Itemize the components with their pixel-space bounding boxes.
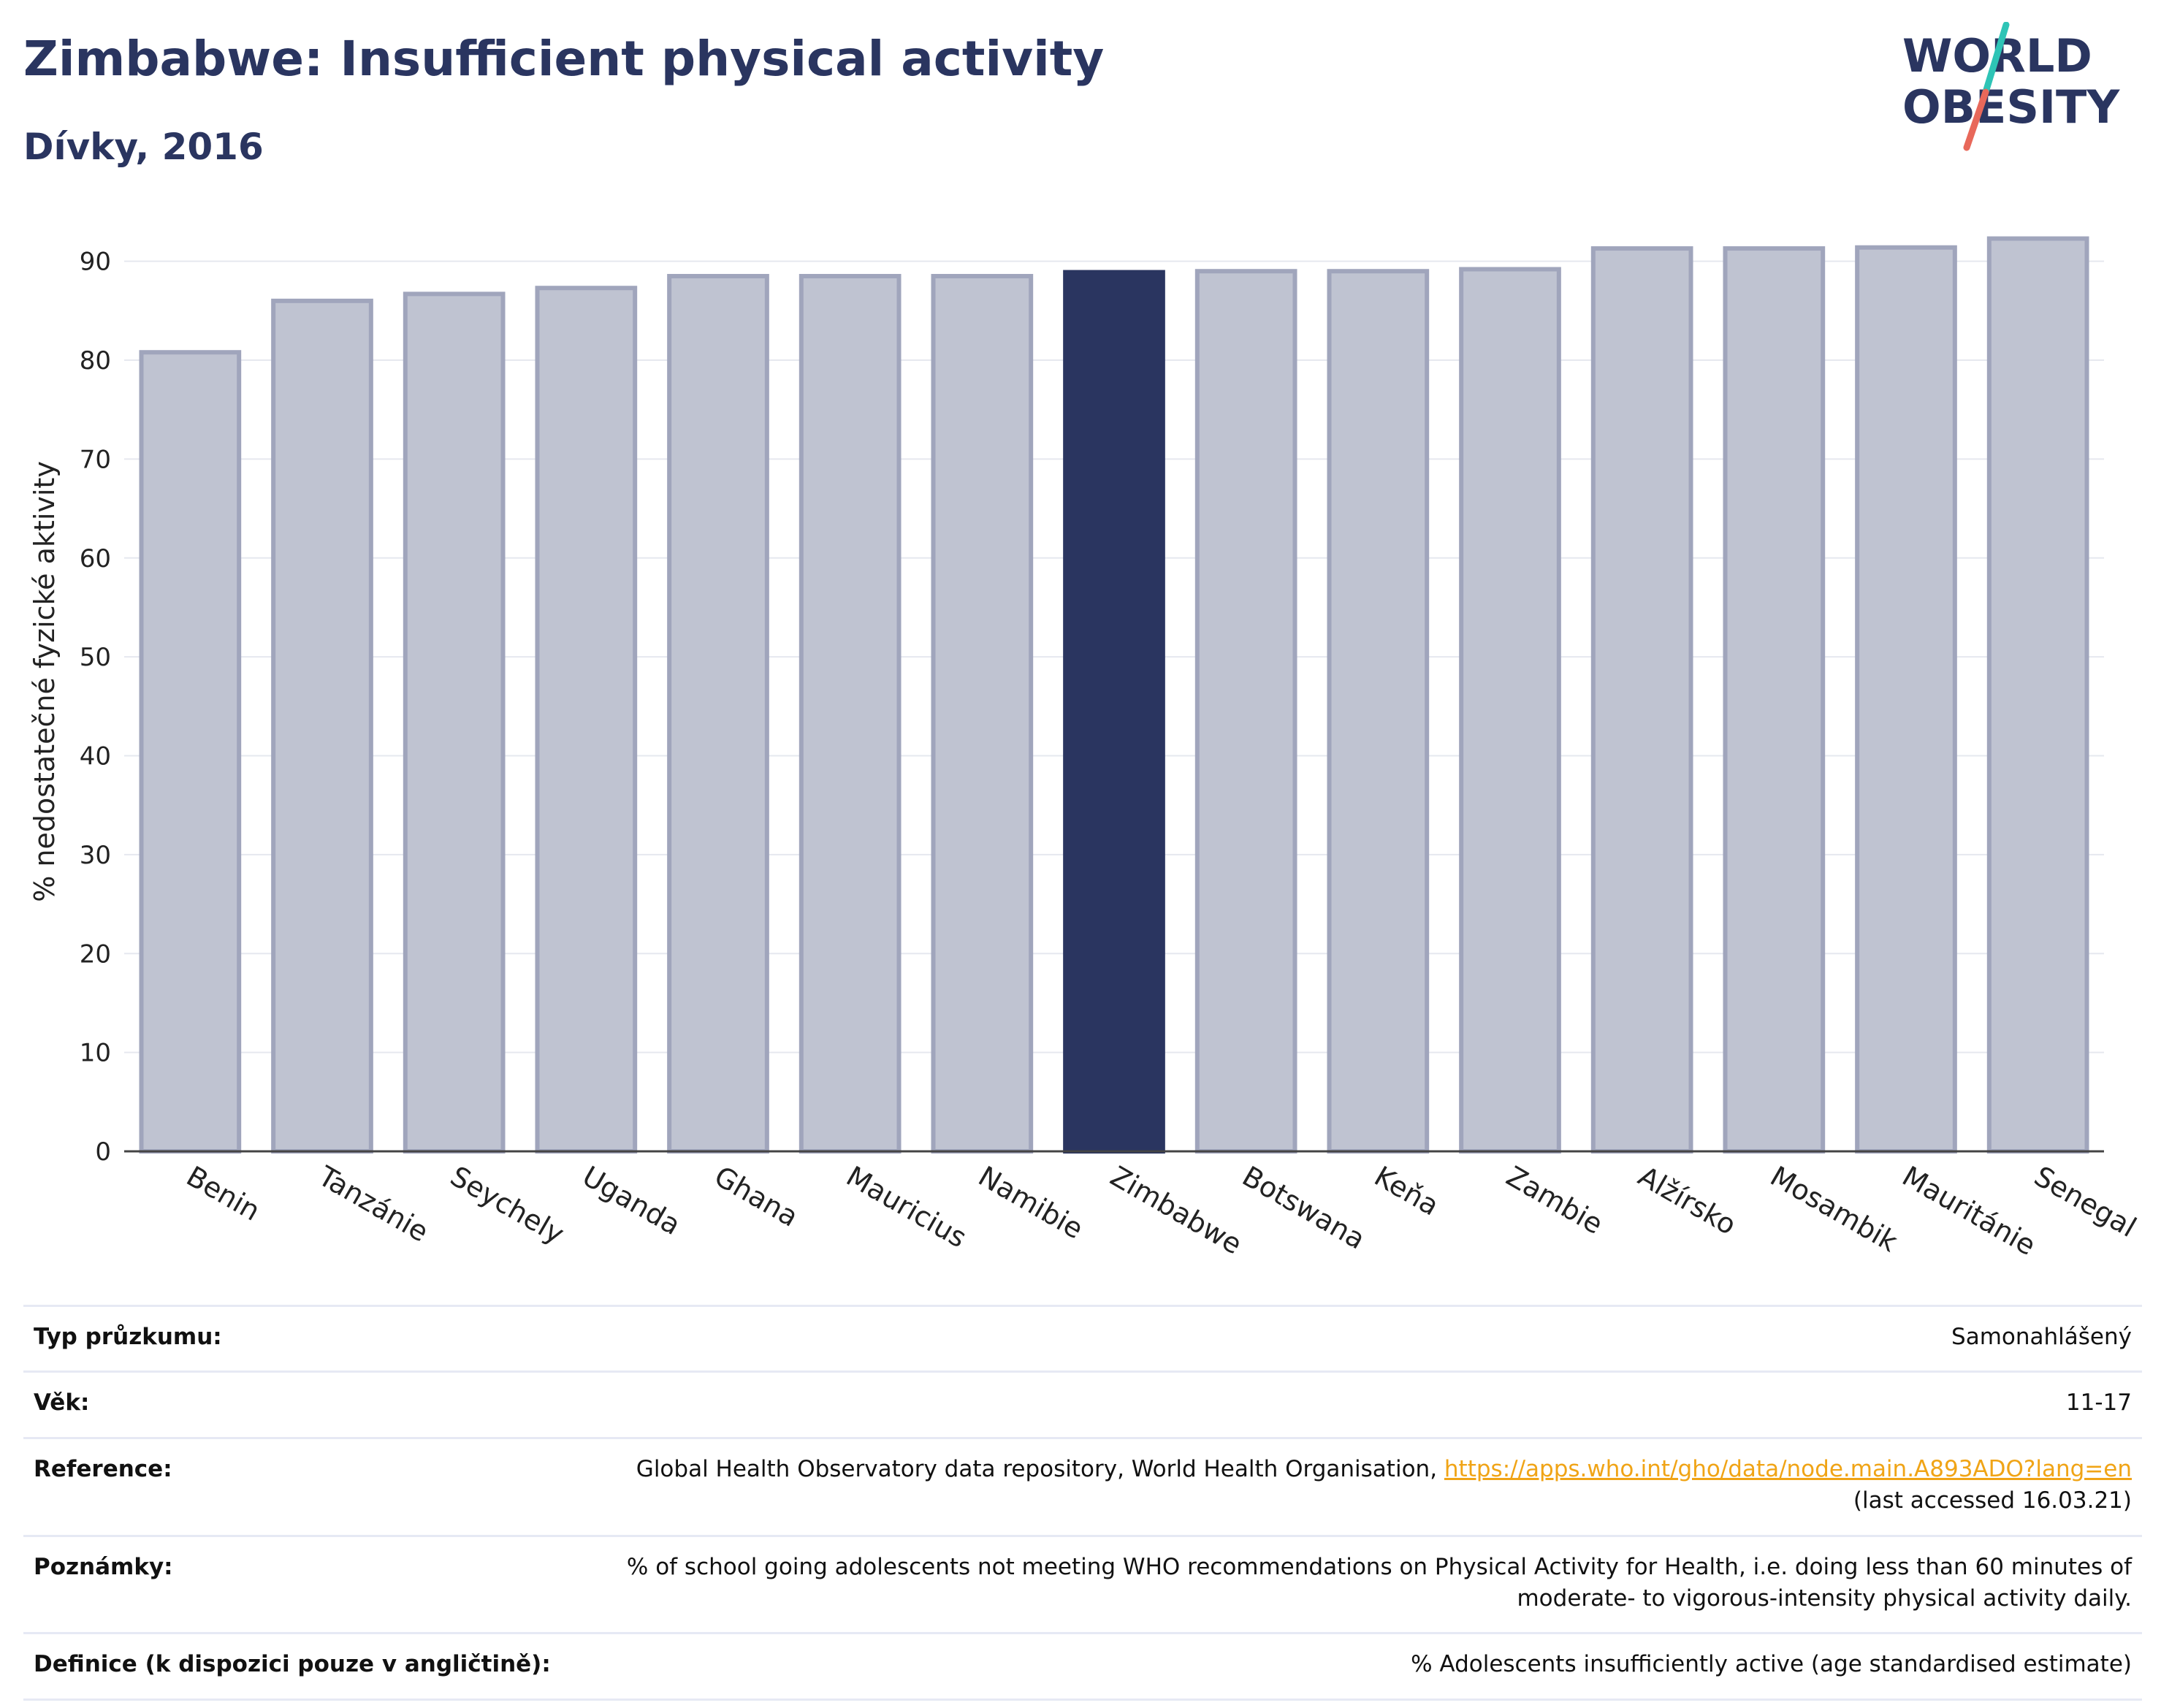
bar (931, 273, 1034, 1154)
reference-text: Global Health Observatory data repositor… (636, 1455, 1444, 1482)
reference-accessed: (last accessed 16.03.21) (1853, 1487, 2132, 1514)
world-obesity-logo: WORLD OBESITY (1902, 22, 2120, 151)
bar (1986, 236, 2089, 1154)
bar (271, 298, 373, 1154)
info-row-survey: Typ průzkumu: Samonahlášený (23, 1304, 2142, 1372)
reference-link[interactable]: https://apps.who.int/gho/data/node.main.… (1444, 1455, 2132, 1482)
x-tick-label: Uganda (577, 1160, 686, 1241)
age-value: 11-17 (599, 1370, 2142, 1438)
x-tick-label: Namibie (973, 1160, 1089, 1246)
x-tick-label: Alžírsko (1633, 1160, 1742, 1241)
reference-label: Reference: (23, 1436, 599, 1536)
chart-title: Zimbabwe: Insufficient physical activity (23, 31, 1105, 87)
info-table: Typ průzkumu: Samonahlášený Věk: 11-17 R… (23, 1304, 2142, 1701)
x-tick-label: Seychely (445, 1160, 569, 1251)
logo-slash-teal (1982, 22, 2010, 96)
bar-chart: 0 10 20 30 40 50 60 70 80 90 % nedostatečné fyzick… (28, 236, 2142, 1262)
notes-value: % of school going adolescents not meetin… (599, 1534, 2142, 1633)
bar (1063, 270, 1165, 1154)
x-tick-label: Mauritánie (1897, 1160, 2041, 1262)
y-tick-label: 60 (80, 544, 111, 573)
y-tick-label: 10 (80, 1039, 111, 1068)
y-axis-label: % nedostatečné fyzické aktivity (28, 461, 61, 902)
bar (139, 350, 242, 1154)
x-tick-label: Benin (181, 1160, 266, 1227)
survey-type-label: Typ průzkumu: (23, 1304, 599, 1372)
x-tick-label: Senegal (2029, 1160, 2141, 1244)
chart-subtitle: Dívky, 2016 (23, 126, 264, 168)
bar (799, 273, 902, 1154)
age-label: Věk: (23, 1370, 599, 1438)
logo-line-2: OBESITY (1902, 80, 2120, 134)
bar (1327, 269, 1430, 1154)
survey-type-value: Samonahlášený (599, 1304, 2142, 1372)
bar (1855, 245, 1957, 1154)
y-tick-label: 70 (80, 445, 111, 474)
bar (1194, 269, 1297, 1154)
y-tick-label: 40 (80, 742, 111, 771)
bar (535, 286, 638, 1154)
bar (1723, 246, 1826, 1154)
y-tick-label: 80 (80, 346, 111, 375)
info-row-reference: Reference: Global Health Observatory dat… (23, 1436, 2142, 1536)
y-tick-label: 0 (95, 1137, 111, 1167)
logo-slash-red (1963, 88, 1989, 151)
y-tick-label: 20 (80, 939, 111, 969)
info-row-age: Věk: 11-17 (23, 1370, 2142, 1438)
x-tick-label: Botswana (1237, 1160, 1371, 1256)
x-tick-label: Tanzánie (313, 1159, 434, 1248)
info-row-definition: Definice (k dispozici pouze v angličtině… (23, 1632, 2142, 1701)
bar (1459, 267, 1561, 1154)
x-tick-label: Mosambik (1765, 1160, 1903, 1259)
bar (403, 291, 506, 1154)
bar (667, 273, 769, 1154)
definition-value: % Adolescents insufficiently active (age… (599, 1632, 2142, 1701)
x-tick-label: Mauricius (841, 1160, 972, 1254)
bar (1590, 246, 1693, 1154)
x-tick-label: Zimbabwe (1105, 1160, 1248, 1261)
x-tick-label: Zambie (1501, 1160, 1609, 1240)
y-tick-label: 50 (80, 643, 111, 672)
y-tick-label: 90 (80, 248, 111, 277)
x-tick-label: Ghana (709, 1160, 804, 1233)
x-tick-label: Keňa (1369, 1160, 1444, 1222)
info-row-notes: Poznámky: % of school going adolescents … (23, 1534, 2142, 1633)
definition-label: Definice (k dispozici pouze v angličtině… (23, 1632, 599, 1701)
notes-label: Poznámky: (23, 1534, 599, 1633)
reference-value: Global Health Observatory data repositor… (599, 1436, 2142, 1536)
y-tick-label: 30 (80, 841, 111, 870)
